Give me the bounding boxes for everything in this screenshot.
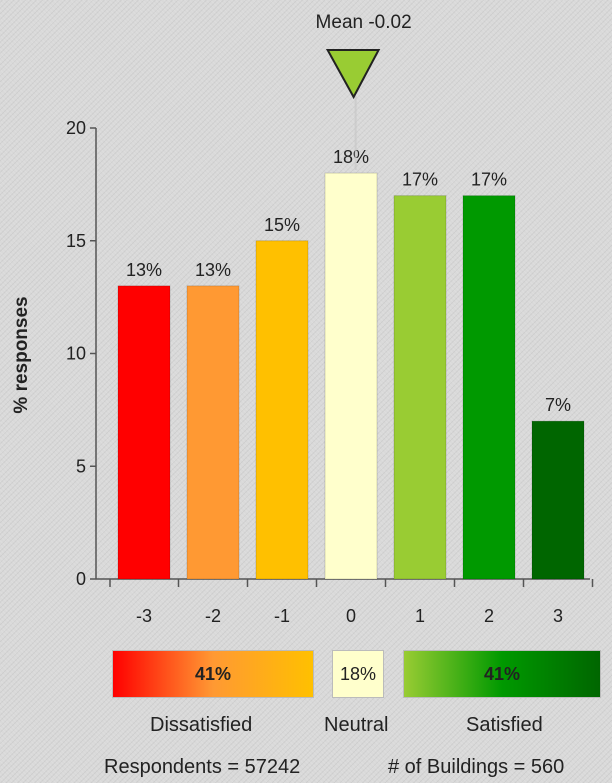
- data-label: 7%: [545, 395, 571, 415]
- bar: [462, 195, 516, 580]
- data-label: 17%: [402, 170, 438, 190]
- bar: [393, 195, 447, 580]
- buildings-count: # of Buildings = 560: [388, 756, 565, 778]
- x-tick-label: -2: [205, 606, 221, 626]
- data-label: 18%: [333, 147, 369, 167]
- legend-dissatisfied-label: Dissatisfied: [150, 714, 253, 736]
- y-tick-label: 5: [76, 456, 86, 476]
- x-tick-label: 2: [484, 606, 494, 626]
- x-tick-label: 0: [346, 606, 356, 626]
- mean-label: Mean -0.02: [316, 12, 412, 33]
- chart-bars: [117, 172, 585, 580]
- chart-axes: 0 5 10 15 20 % responses -3 -2 -1 0 1 2 3: [11, 118, 594, 626]
- mean-marker-group: Mean -0.02: [316, 12, 412, 170]
- data-label: 13%: [126, 260, 162, 280]
- legend-neutral-label: Neutral: [324, 714, 389, 736]
- legend-satisfied-label: Satisfied: [466, 714, 543, 736]
- bar: [186, 285, 240, 580]
- legend-dissatisfied-value: 41%: [194, 663, 232, 684]
- legend-neutral-box: 18%: [332, 650, 384, 698]
- legend-neutral-value: 18%: [339, 663, 377, 684]
- x-tick-label: 1: [415, 606, 425, 626]
- data-label: 17%: [471, 170, 507, 190]
- y-tick-label: 0: [76, 569, 86, 589]
- bar: [324, 172, 378, 580]
- legend-satisfied-box: 41%: [403, 650, 601, 698]
- y-tick-label: 20: [66, 118, 86, 138]
- data-label: 15%: [264, 215, 300, 235]
- x-tick-label: -3: [136, 606, 152, 626]
- data-label: 13%: [195, 260, 231, 280]
- bar: [531, 420, 585, 580]
- y-axis-label: % responses: [11, 296, 32, 413]
- bar: [255, 240, 309, 580]
- chart-labels: 13% 13% 15% 18% 17% 17% 7%: [126, 147, 571, 415]
- x-tick-label: -1: [274, 606, 290, 626]
- legend-dissatisfied-box: 41%: [112, 650, 314, 698]
- y-tick-label: 10: [66, 344, 86, 364]
- legend-satisfied-value: 41%: [483, 663, 521, 684]
- respondents-count: Respondents = 57242: [104, 756, 301, 778]
- y-tick-label: 15: [66, 231, 86, 251]
- bar: [117, 285, 171, 580]
- mean-marker-icon: [325, 49, 381, 100]
- x-tick-label: 3: [553, 606, 563, 626]
